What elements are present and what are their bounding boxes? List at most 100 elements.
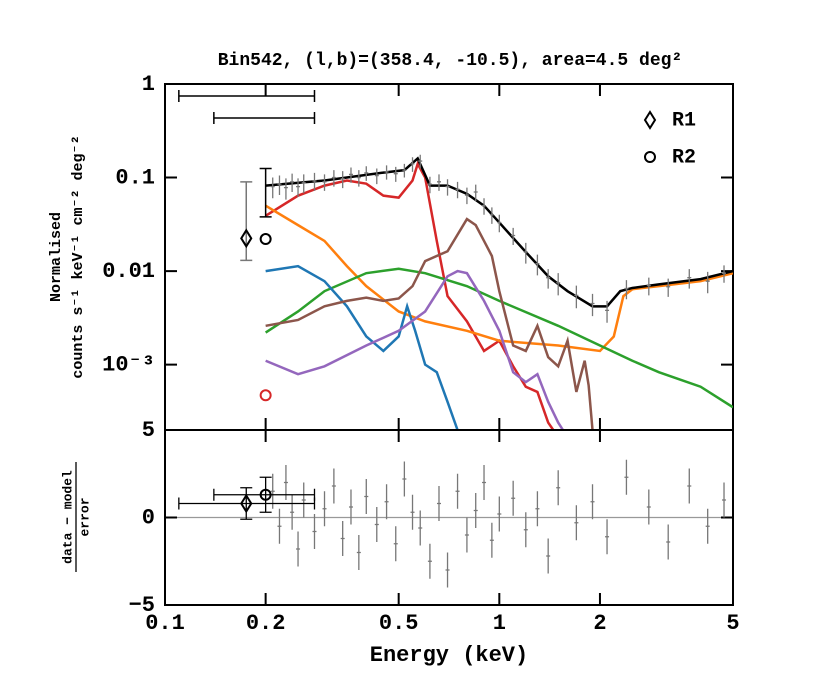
x-tick-label: 0.5 [379,611,419,636]
data-point [356,170,361,187]
data-point [277,175,282,196]
data-point [687,468,692,504]
data-point [687,269,692,289]
data-point [384,165,389,180]
y-axis-label: error [77,497,92,536]
y-tick-label: 0.1 [115,165,155,190]
y-axis-label: Normalised [48,212,65,302]
data-point [356,535,361,570]
diamond-marker [240,493,253,514]
data-point [535,254,540,276]
data-point [666,278,671,297]
x-tick-label: 5 [726,611,739,636]
data-point [523,242,528,264]
data-point [402,461,407,497]
model-line [264,160,555,430]
data-point [511,227,516,246]
data-point [489,207,494,224]
data-point [340,171,345,189]
legend-label: R1 [672,109,696,132]
data-point [666,524,671,560]
data-point [722,265,727,283]
data-point [410,494,415,530]
circle-marker [259,389,272,402]
data-point [410,157,415,172]
y-axis-label: counts s⁻¹ keV⁻¹ cm⁻² deg⁻² [70,135,87,378]
data-point [427,176,432,194]
data-point [455,181,460,199]
data-point [277,508,282,544]
error-bar [240,181,253,262]
data-point [574,505,579,541]
data-point [312,514,317,549]
data-point [464,187,469,205]
data-point [340,521,345,556]
y-tick-label: 10⁻³ [102,352,155,377]
model-line [265,217,594,430]
data-point [270,177,275,199]
y-tick-label: 5 [142,418,155,443]
band-bar [178,90,316,102]
data-point [473,184,478,202]
data-point [605,300,610,323]
model-line [265,156,733,308]
data-point [322,491,327,527]
data-point [624,459,629,495]
y-tick-label: 0 [142,505,155,530]
data-point [436,486,441,521]
y-tick-label: 1 [142,72,155,97]
data-point [393,166,398,182]
data-point [722,482,727,518]
data-point [646,489,651,525]
circle-marker [259,488,272,501]
data-point [384,484,389,520]
diamond-marker [240,228,253,249]
data-point [605,519,610,555]
data-point [418,154,423,169]
data-point [374,168,379,185]
data-point [322,174,327,191]
x-tick-label: 0.2 [246,611,286,636]
data-point [436,174,441,191]
data-point [646,277,651,296]
data-point [374,507,379,542]
error-bar [213,476,316,513]
circle-marker [259,233,272,245]
model-line [265,264,459,430]
x-tick-label: 0.1 [145,611,185,636]
data-point [296,178,301,197]
data-point [535,491,540,527]
data-point [489,522,494,558]
data-point [705,508,710,544]
data-point [482,198,487,215]
data-point [331,468,336,504]
data-point [418,510,423,546]
data-point [290,494,295,530]
data-point [546,269,551,289]
data-point [348,167,353,183]
chart-title: Bin542, (l,b)=(358.4, -10.5), area=4.5 d… [218,51,682,71]
data-point [523,512,528,548]
data-point [546,538,551,574]
x-axis-label: Energy (keV) [370,643,528,668]
data-point [445,179,450,196]
data-point [590,484,595,520]
data-point [574,285,579,309]
data-point [464,517,469,553]
diamond-marker [643,110,657,130]
model-line [265,269,565,430]
data-point [455,473,460,509]
x-tick-label: 1 [493,611,506,636]
y-tick-label: −5 [129,593,155,618]
data-point [296,531,301,567]
data-point [473,493,478,528]
data-point [556,470,561,506]
model-line [264,204,733,353]
data-point [624,280,629,300]
plot-frame [164,83,734,431]
y-axis-label: data − model [60,470,75,564]
data-point [402,163,407,178]
data-point [482,465,487,500]
data-point [364,166,369,181]
